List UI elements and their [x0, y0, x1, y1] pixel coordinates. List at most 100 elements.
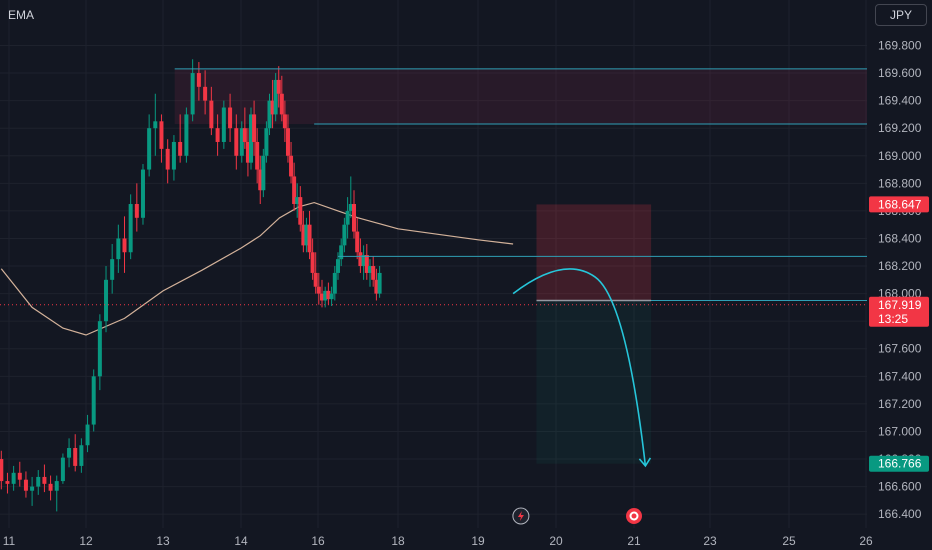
candle-body[interactable]: [122, 238, 127, 253]
candle-body[interactable]: [30, 486, 35, 491]
candle-body[interactable]: [48, 483, 53, 491]
candle-body[interactable]: [128, 204, 133, 253]
candle-body[interactable]: [221, 107, 226, 142]
candle-body[interactable]: [292, 176, 297, 205]
candle-body[interactable]: [147, 128, 152, 170]
candle-body[interactable]: [203, 86, 208, 101]
candle-body[interactable]: [307, 224, 312, 253]
candle-body[interactable]: [326, 290, 331, 300]
price-tick-label: 166.400: [878, 507, 922, 521]
candle-body[interactable]: [285, 128, 290, 156]
candle-body[interactable]: [23, 479, 28, 491]
time-tick-label: 12: [79, 534, 93, 548]
candle-body[interactable]: [298, 197, 303, 225]
candle-body[interactable]: [91, 376, 96, 425]
candles[interactable]: [0, 59, 382, 512]
candle-body[interactable]: [67, 447, 72, 458]
candle-body[interactable]: [42, 476, 47, 484]
candle-body[interactable]: [171, 141, 176, 170]
candle-body[interactable]: [190, 73, 195, 115]
candle-body[interactable]: [332, 272, 337, 294]
candle-body[interactable]: [234, 128, 239, 156]
candle-body[interactable]: [36, 476, 41, 487]
candle-body[interactable]: [255, 141, 260, 170]
candle-body[interactable]: [273, 79, 278, 115]
candle-body[interactable]: [352, 204, 356, 232]
candle-body[interactable]: [323, 290, 328, 301]
candle-body[interactable]: [116, 238, 121, 260]
candle-body[interactable]: [320, 293, 324, 301]
candle-body[interactable]: [261, 155, 266, 191]
candle-body[interactable]: [54, 481, 59, 491]
candle-body[interactable]: [301, 224, 306, 246]
candle-body[interactable]: [17, 472, 22, 480]
candle-body[interactable]: [310, 252, 315, 273]
candle-body[interactable]: [215, 128, 220, 142]
candle-body[interactable]: [245, 141, 250, 163]
candle-body[interactable]: [336, 259, 340, 273]
candle-body[interactable]: [348, 204, 353, 211]
candle-body[interactable]: [377, 272, 382, 294]
candle-body[interactable]: [264, 128, 269, 156]
candle-body[interactable]: [279, 93, 284, 115]
candle-body[interactable]: [295, 197, 300, 205]
price-tick-label: 167.400: [878, 369, 922, 383]
candle-body[interactable]: [73, 447, 78, 466]
candle-body[interactable]: [153, 121, 158, 129]
candle-body[interactable]: [313, 272, 318, 287]
candle-body[interactable]: [79, 445, 84, 466]
candle-body[interactable]: [5, 481, 10, 484]
candle-body[interactable]: [0, 459, 4, 482]
candle-body[interactable]: [242, 128, 247, 142]
candle-body[interactable]: [289, 155, 294, 177]
price-label-bg: [869, 455, 929, 472]
candle-body[interactable]: [134, 204, 139, 218]
candle-body[interactable]: [282, 114, 287, 129]
candle-body[interactable]: [364, 255, 369, 273]
candle-body[interactable]: [184, 114, 189, 156]
candle-body[interactable]: [209, 100, 214, 129]
candle-body[interactable]: [258, 169, 263, 191]
candle-body[interactable]: [97, 321, 102, 377]
currency-button[interactable]: JPY: [875, 4, 927, 26]
candle-body[interactable]: [270, 100, 275, 115]
candle-body[interactable]: [110, 259, 115, 280]
time-axis[interactable]: 11 12 13 14 16 18 19 20 21 23 25 26: [0, 528, 932, 550]
candle-body[interactable]: [316, 286, 321, 294]
candle-body[interactable]: [371, 266, 376, 280]
candle-body[interactable]: [267, 100, 272, 129]
event-icons[interactable]: [512, 507, 642, 525]
candle-body[interactable]: [342, 224, 347, 246]
candle-body[interactable]: [329, 293, 334, 300]
price-tick-label: 168.800: [878, 176, 922, 190]
zones: [174, 68, 867, 464]
candle-body[interactable]: [355, 231, 360, 253]
target_zone-zone: [536, 300, 652, 464]
candle-body[interactable]: [196, 73, 201, 87]
candle-body[interactable]: [228, 107, 233, 129]
candle-body[interactable]: [249, 114, 254, 163]
candle-body[interactable]: [104, 279, 109, 322]
candle-body[interactable]: [165, 148, 170, 170]
candle-body[interactable]: [304, 224, 309, 246]
candle-body[interactable]: [345, 210, 350, 225]
candle-body[interactable]: [358, 252, 363, 267]
candle-body[interactable]: [339, 245, 344, 260]
candle-body[interactable]: [178, 141, 183, 156]
candle-body[interactable]: [11, 472, 16, 484]
indicator-legend[interactable]: EMA: [8, 8, 35, 22]
candle-body[interactable]: [252, 114, 257, 142]
candle-body[interactable]: [60, 457, 65, 482]
candle-body[interactable]: [159, 121, 164, 149]
candle-body[interactable]: [140, 169, 145, 218]
candle-body[interactable]: [361, 255, 366, 267]
stop_zone-zone: [536, 204, 652, 301]
candle-body[interactable]: [276, 79, 281, 94]
candle-body[interactable]: [239, 128, 244, 156]
candle-body[interactable]: [85, 424, 90, 446]
forecast-curve: [512, 268, 647, 467]
candle-body[interactable]: [374, 279, 379, 294]
candle-body[interactable]: [368, 266, 372, 273]
